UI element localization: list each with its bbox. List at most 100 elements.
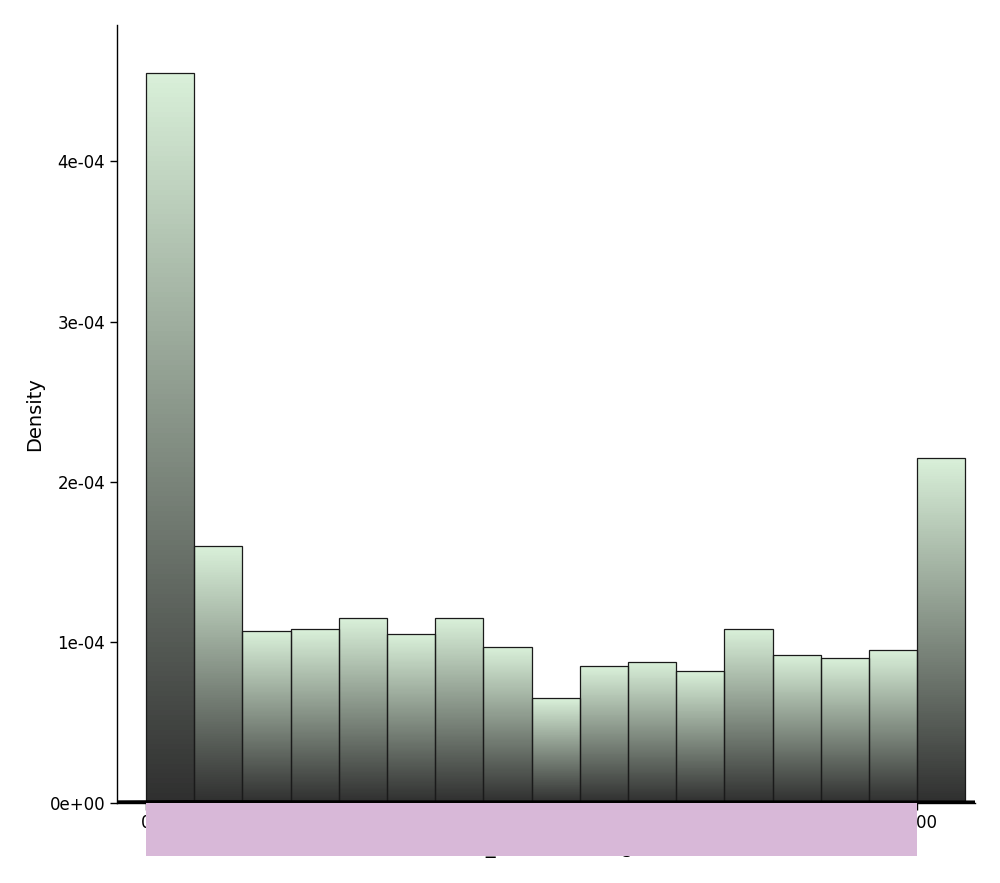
Bar [339, 778, 387, 780]
Bar [146, 506, 194, 511]
Bar [483, 769, 532, 771]
Bar [628, 770, 676, 771]
Bar [773, 658, 821, 659]
Bar [291, 720, 339, 721]
Bar [387, 789, 435, 790]
Bar [339, 646, 387, 648]
Bar [387, 690, 435, 691]
Bar [291, 747, 339, 749]
Bar [435, 768, 483, 769]
Bar [821, 794, 869, 795]
Bar [628, 681, 676, 682]
Bar [821, 735, 869, 736]
Bar [483, 731, 532, 732]
Bar [291, 775, 339, 776]
Bar [146, 467, 194, 472]
Bar [821, 701, 869, 702]
Bar [242, 690, 291, 691]
Bar [339, 677, 387, 678]
Bar [483, 672, 532, 673]
Bar [821, 782, 869, 783]
Bar [773, 693, 821, 694]
Bar [339, 658, 387, 659]
Bar [917, 563, 965, 566]
Bar [869, 713, 917, 714]
Bar [242, 719, 291, 721]
Bar [483, 680, 532, 682]
Bar [580, 784, 628, 785]
Bar [483, 719, 532, 720]
Bar [242, 632, 291, 633]
Bar [483, 656, 532, 658]
Bar [339, 763, 387, 765]
Bar [339, 788, 387, 789]
Bar [773, 780, 821, 781]
Bar [146, 657, 194, 661]
Bar [483, 789, 532, 790]
Bar [869, 798, 917, 800]
Bar [917, 575, 965, 577]
Bar [483, 771, 532, 772]
Bar [821, 751, 869, 752]
Bar [724, 754, 773, 755]
Bar [146, 283, 194, 287]
Bar [869, 802, 917, 803]
Bar [435, 642, 483, 643]
Bar [580, 688, 628, 689]
Bar [869, 656, 917, 658]
Bar [435, 653, 483, 654]
Bar [773, 748, 821, 749]
Bar [483, 669, 532, 670]
Bar [821, 742, 869, 743]
Bar [194, 680, 242, 681]
Bar [917, 676, 965, 678]
Bar [146, 151, 194, 155]
Bar [869, 748, 917, 749]
Bar [435, 672, 483, 674]
Bar [724, 704, 773, 705]
Bar [724, 769, 773, 770]
Bar [291, 653, 339, 655]
Bar [146, 238, 194, 244]
Bar [483, 701, 532, 702]
Bar [291, 680, 339, 682]
Bar [773, 758, 821, 759]
Bar [194, 547, 242, 549]
Bar [628, 799, 676, 800]
Bar [821, 711, 869, 713]
Bar [194, 623, 242, 625]
Bar [146, 764, 194, 768]
Bar [917, 493, 965, 494]
Bar [146, 273, 194, 277]
Bar [580, 678, 628, 679]
Bar [242, 790, 291, 791]
Bar [628, 716, 676, 717]
Bar [917, 487, 965, 490]
Bar [724, 794, 773, 795]
Bar [242, 644, 291, 645]
Bar [146, 618, 194, 623]
Bar [387, 707, 435, 708]
Bar [483, 677, 532, 678]
Bar [917, 570, 965, 573]
Bar [291, 652, 339, 653]
Bar [821, 719, 869, 720]
Bar [724, 652, 773, 653]
Bar [724, 768, 773, 769]
Bar [917, 764, 965, 766]
Bar [724, 678, 773, 679]
Bar [242, 678, 291, 679]
Bar [387, 778, 435, 779]
Bar [821, 741, 869, 742]
Bar [580, 704, 628, 705]
Bar [291, 642, 339, 644]
Bar [291, 772, 339, 773]
Bar [483, 727, 532, 728]
Bar [917, 724, 965, 727]
Bar [821, 729, 869, 730]
Bar [291, 773, 339, 774]
Bar [242, 646, 291, 647]
Bar [773, 671, 821, 672]
Bar [917, 467, 965, 470]
Bar [146, 579, 194, 584]
